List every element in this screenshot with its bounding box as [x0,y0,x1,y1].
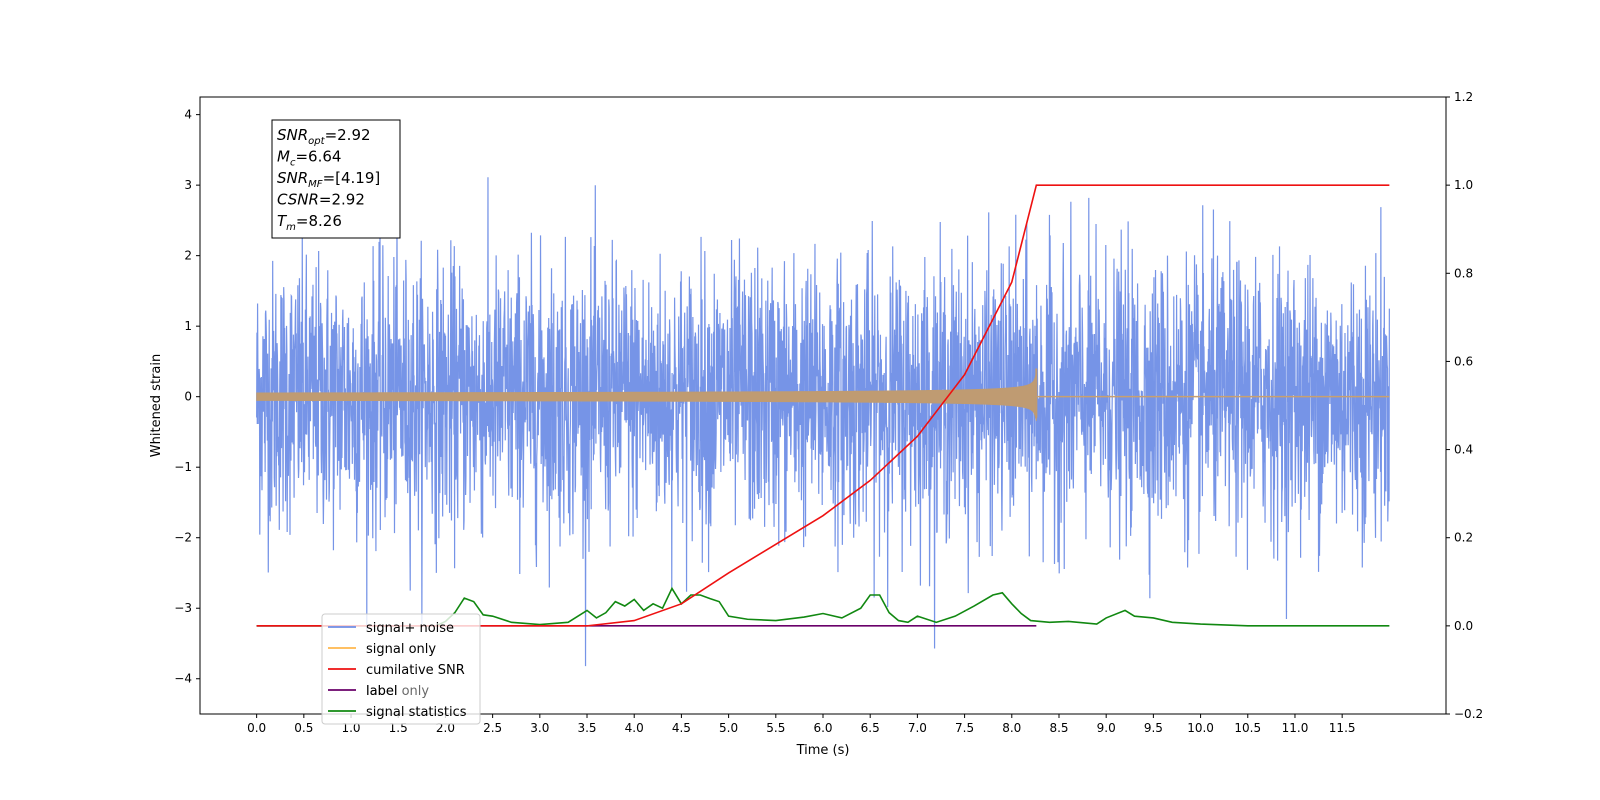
annotation-box: SNRopt=2.92Mc=6.64SNRMF=[4.19]CSNR=2.92T… [271,119,401,239]
x-tick-label: 10.0 [1187,721,1214,735]
annotation-value: =2.92 [325,126,371,144]
y-tick-label: 1 [184,319,192,333]
legend: signal+ noise signal only cumilative SNR la… [321,613,481,725]
y-axis-label: Whitened strain [149,354,164,457]
plot-area [256,177,1390,667]
annotation-line: Tm=8.26 [277,212,342,233]
annotation-value: =2.92 [319,191,365,209]
y-axis-right: 1.2 1.0 0.8 0.6 0.4 0.2 0.0 −0.2 [1446,90,1483,721]
x-tick-label: 8.5 [1049,721,1068,735]
x-tick-label: 10.5 [1234,721,1261,735]
annotation-subscript: MF [308,179,323,190]
legend-entry: label only [366,684,429,699]
x-tick-label: 9.0 [1097,721,1116,735]
y-tick-label: 2 [184,249,192,263]
y2-tick-label: 0.4 [1454,443,1473,457]
x-tick-label: 11.5 [1329,721,1356,735]
x-tick-label: 0.5 [294,721,313,735]
x-tick-label: 3.0 [530,721,549,735]
annotation-value: =[4.19] [323,169,381,187]
series-cumilative-snr [256,184,1390,627]
annotation-symbol: M [277,148,290,166]
y2-tick-label: 0.8 [1454,266,1473,280]
x-tick-label: 6.5 [861,721,880,735]
annotation-symbol: SNR [277,169,308,187]
annotation-line: Mc=6.64 [277,148,341,169]
y2-tick-label: −0.2 [1454,707,1483,721]
y2-tick-label: 0.2 [1454,531,1473,545]
x-tick-label: 11.0 [1282,721,1309,735]
series-signal-statistics [256,586,1390,627]
y-tick-label: 0 [184,390,192,404]
annotation-line: CSNR=2.92 [277,191,365,209]
legend-entry: label [366,684,397,699]
y2-tick-label: 0.6 [1454,354,1473,368]
x-tick-label: 6.0 [813,721,832,735]
annotation-symbol: T [277,212,288,230]
annotation-line: SNRopt=2.92 [277,126,371,147]
y2-tick-label: 1.2 [1454,90,1473,104]
x-tick-label: 5.0 [719,721,738,735]
y-axis-left: 4 3 2 1 0 −1 −2 −3 −4 [174,108,200,686]
y-tick-label: −3 [174,601,192,615]
x-tick-label: 9.5 [1144,721,1163,735]
x-tick-label: 2.5 [483,721,502,735]
annotation-subscript: m [286,222,296,233]
y-tick-label: 4 [184,108,192,122]
x-tick-label: 8.0 [1002,721,1021,735]
legend-entry: signal statistics [366,705,467,720]
legend-entry: cumilative SNR [366,663,465,678]
x-tick-label: 7.5 [955,721,974,735]
x-tick-label: 4.0 [625,721,644,735]
x-tick-label: 0.0 [247,721,266,735]
legend-entry: signal+ noise [366,621,454,636]
legend-entry: signal only [366,642,436,657]
x-tick-label: 5.5 [766,721,785,735]
annotation-value: =8.26 [296,212,342,230]
annotation-frame [271,119,401,239]
annotation-subscript: opt [308,136,325,147]
x-tick-label: 3.5 [577,721,596,735]
series-signal-only-envelope [256,372,1037,422]
x-tick-label: 7.0 [908,721,927,735]
y2-tick-label: 1.0 [1454,178,1473,192]
annotation-symbol: CSNR [277,191,319,209]
y-tick-label: 3 [184,178,192,192]
x-axis: 0.0 0.5 1.0 1.5 2.0 2.5 3.0 3.5 4.0 4.5 5.0 5.5 6.0 6… [247,714,1356,735]
y-tick-label: −4 [174,672,192,686]
annotation-subscript: c [290,158,296,169]
annotation-value: =6.64 [295,148,341,166]
y2-tick-label: 0.0 [1454,619,1473,633]
x-tick-label: 4.5 [672,721,691,735]
series-signal-noise [256,177,1390,667]
y-tick-label: −1 [174,460,192,474]
annotation-line: SNRMF=[4.19] [277,169,380,190]
annotation-symbol: SNR [277,126,308,144]
legend-frame [321,613,481,725]
x-axis-label: Time (s) [796,743,850,758]
y-tick-label: −2 [174,531,192,545]
